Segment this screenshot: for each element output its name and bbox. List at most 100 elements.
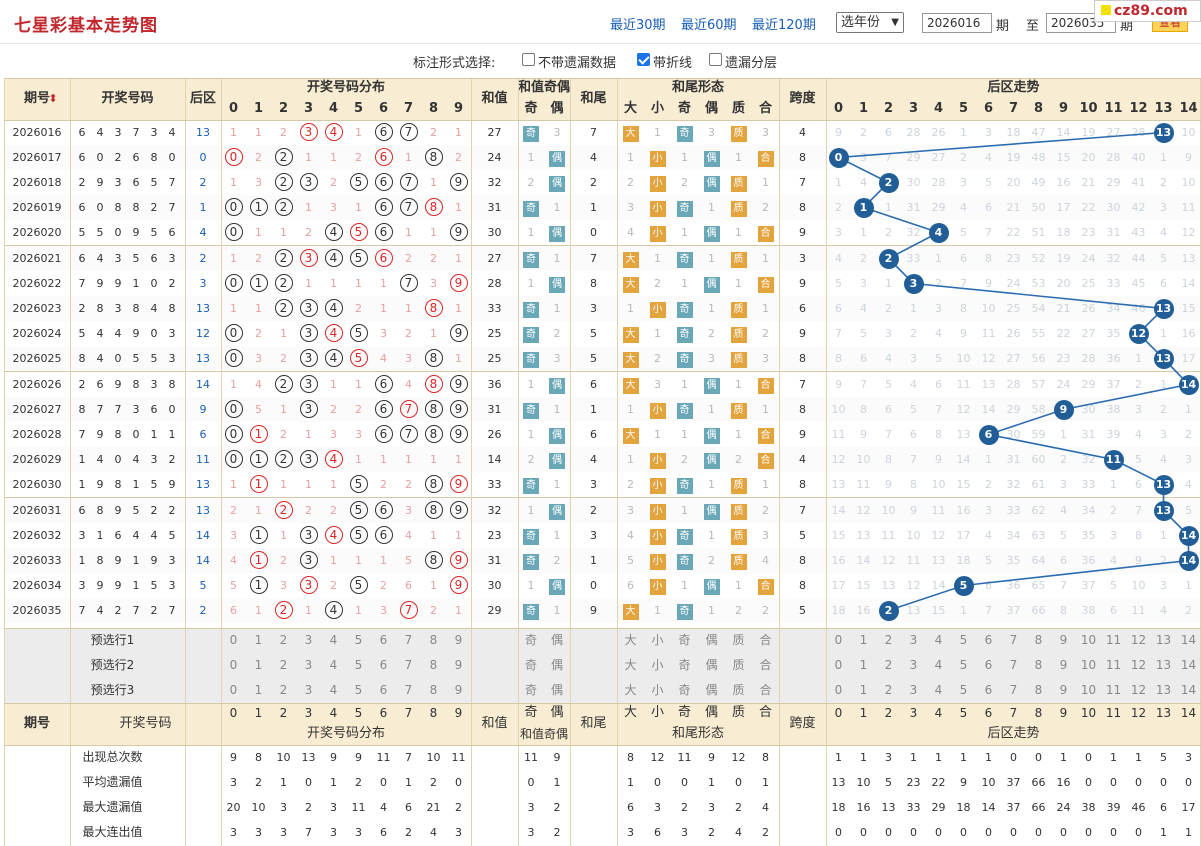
preselect-back-digit[interactable]: 5 [959, 658, 968, 672]
preselect-back-digit[interactable]: 5 [959, 683, 968, 697]
preselect-tail-form[interactable]: 大 [624, 633, 637, 647]
preselect-back-digit[interactable]: 4 [934, 658, 943, 672]
recent-120-link[interactable]: 最近120期 [752, 18, 816, 33]
preselect-back-digit[interactable]: 12 [1130, 633, 1147, 647]
preselect-back-digit[interactable]: 13 [1155, 658, 1172, 672]
year-select[interactable]: 选年份 ▼ [836, 12, 904, 33]
preselect-back-digit[interactable]: 3 [909, 658, 918, 672]
preselect-back-digit[interactable]: 0 [834, 658, 843, 672]
polyline-label[interactable]: 带折线 [653, 56, 693, 71]
preselect-back-digit[interactable]: 6 [984, 658, 993, 672]
preselect-parity[interactable]: 奇 [524, 658, 537, 672]
miss-layer-label[interactable]: 遗漏分层 [725, 56, 778, 71]
preselect-digit[interactable]: 2 [279, 683, 288, 697]
recent-60-link[interactable]: 最近60期 [681, 18, 737, 33]
preselect-digit[interactable]: 7 [404, 633, 413, 647]
miss-layer-checkbox[interactable] [709, 53, 722, 66]
preselect-digit[interactable]: 6 [379, 683, 388, 697]
preselect-back-digit[interactable]: 5 [959, 633, 968, 647]
sort-icon[interactable]: ⬍ [48, 92, 58, 105]
preselect-back-digit[interactable]: 2 [884, 633, 893, 647]
preselect-back-digit[interactable]: 3 [909, 633, 918, 647]
preselect-back-digit[interactable]: 0 [834, 683, 843, 697]
preselect-digit[interactable]: 8 [429, 633, 438, 647]
preselect-digit[interactable]: 1 [254, 633, 263, 647]
preselect-back-digit[interactable]: 14 [1180, 658, 1197, 672]
preselect-back-digit[interactable]: 9 [1059, 658, 1068, 672]
preselect-digit[interactable]: 3 [304, 633, 313, 647]
preselect-digit[interactable]: 4 [329, 633, 338, 647]
preselect-digit[interactable]: 7 [404, 683, 413, 697]
preselect-back-digit[interactable]: 4 [934, 683, 943, 697]
preselect-digit[interactable]: 4 [329, 683, 338, 697]
preselect-digit[interactable]: 1 [254, 683, 263, 697]
preselect-digit[interactable]: 8 [429, 683, 438, 697]
preselect-tail-form[interactable]: 偶 [705, 683, 718, 697]
no-miss-label[interactable]: 不带遗漏数据 [538, 56, 617, 71]
preselect-back-digit[interactable]: 2 [884, 658, 893, 672]
preselect-back-digit[interactable]: 9 [1059, 633, 1068, 647]
preselect-back-digit[interactable]: 11 [1105, 633, 1122, 647]
preselect-back-digit[interactable]: 0 [834, 633, 843, 647]
preselect-digit[interactable]: 7 [404, 658, 413, 672]
preselect-tail-form[interactable]: 大 [624, 683, 637, 697]
preselect-back-digit[interactable]: 10 [1080, 683, 1097, 697]
preselect-back-digit[interactable]: 4 [934, 633, 943, 647]
preselect-digit[interactable]: 2 [279, 633, 288, 647]
preselect-tail-form[interactable]: 大 [624, 658, 637, 672]
preselect-digit[interactable]: 0 [229, 658, 238, 672]
preselect-back-digit[interactable]: 12 [1130, 683, 1147, 697]
preselect-digit[interactable]: 5 [354, 683, 363, 697]
preselect-digit[interactable]: 9 [454, 683, 463, 697]
preselect-back-digit[interactable]: 6 [984, 683, 993, 697]
preselect-back-digit[interactable]: 14 [1180, 683, 1197, 697]
no-miss-checkbox[interactable] [522, 53, 535, 66]
preselect-back-digit[interactable]: 8 [1034, 633, 1043, 647]
preselect-tail-form[interactable]: 质 [732, 658, 745, 672]
preselect-back-digit[interactable]: 12 [1130, 658, 1147, 672]
preselect-digit[interactable]: 3 [304, 658, 313, 672]
preselect-tail-form[interactable]: 质 [732, 683, 745, 697]
preselect-tail-form[interactable]: 奇 [678, 658, 691, 672]
preselect-tail-form[interactable]: 偶 [705, 633, 718, 647]
preselect-parity[interactable]: 奇 [524, 683, 537, 697]
preselect-back-digit[interactable]: 1 [859, 633, 868, 647]
preselect-parity[interactable]: 偶 [550, 633, 563, 647]
preselect-back-digit[interactable]: 14 [1180, 633, 1197, 647]
preselect-tail-form[interactable]: 合 [759, 658, 772, 672]
preselect-tail-form[interactable]: 合 [759, 683, 772, 697]
preselect-tail-form[interactable]: 小 [651, 683, 664, 697]
recent-30-link[interactable]: 最近30期 [610, 18, 666, 33]
preselect-back-digit[interactable]: 8 [1034, 683, 1043, 697]
preselect-digit[interactable]: 6 [379, 633, 388, 647]
preselect-back-digit[interactable]: 6 [984, 633, 993, 647]
preselect-digit[interactable]: 4 [329, 658, 338, 672]
preselect-back-digit[interactable]: 10 [1080, 658, 1097, 672]
preselect-digit[interactable]: 9 [454, 633, 463, 647]
preselect-back-digit[interactable]: 10 [1080, 633, 1097, 647]
preselect-back-digit[interactable]: 8 [1034, 658, 1043, 672]
preselect-digit[interactable]: 6 [379, 658, 388, 672]
preselect-back-digit[interactable]: 11 [1105, 683, 1122, 697]
preselect-digit[interactable]: 5 [354, 658, 363, 672]
preselect-digit[interactable]: 3 [304, 683, 313, 697]
preselect-back-digit[interactable]: 3 [909, 683, 918, 697]
preselect-back-digit[interactable]: 1 [859, 658, 868, 672]
preselect-tail-form[interactable]: 质 [732, 633, 745, 647]
preselect-digit[interactable]: 8 [429, 658, 438, 672]
preselect-back-digit[interactable]: 11 [1105, 658, 1122, 672]
preselect-back-digit[interactable]: 7 [1009, 633, 1018, 647]
preselect-digit[interactable]: 2 [279, 658, 288, 672]
preselect-tail-form[interactable]: 奇 [678, 683, 691, 697]
preselect-parity[interactable]: 偶 [550, 658, 563, 672]
preselect-digit[interactable]: 0 [229, 633, 238, 647]
preselect-digit[interactable]: 9 [454, 658, 463, 672]
preselect-digit[interactable]: 0 [229, 683, 238, 697]
preselect-tail-form[interactable]: 奇 [678, 633, 691, 647]
preselect-tail-form[interactable]: 小 [651, 633, 664, 647]
preselect-back-digit[interactable]: 2 [884, 683, 893, 697]
preselect-back-digit[interactable]: 7 [1009, 683, 1018, 697]
preselect-back-digit[interactable]: 9 [1059, 683, 1068, 697]
preselect-digit[interactable]: 1 [254, 658, 263, 672]
preselect-back-digit[interactable]: 1 [859, 683, 868, 697]
